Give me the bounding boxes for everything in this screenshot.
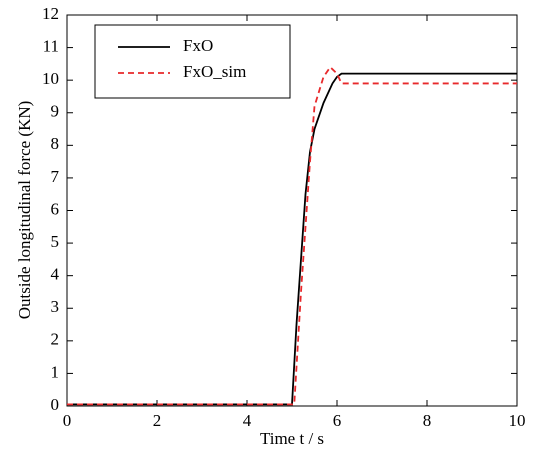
y-tick-label: 11 xyxy=(43,36,59,55)
y-tick-label: 6 xyxy=(51,199,60,218)
y-axis-label: Outside longitudinal force (KN) xyxy=(15,101,34,320)
y-tick-label: 2 xyxy=(51,330,60,349)
x-tick-label: 8 xyxy=(423,411,432,430)
y-tick-label: 3 xyxy=(51,297,60,316)
x-tick-label: 10 xyxy=(509,411,526,430)
y-tick-label: 1 xyxy=(51,362,60,381)
y-tick-label: 9 xyxy=(51,102,60,121)
series-line xyxy=(67,65,517,406)
y-tick-label: 10 xyxy=(42,69,59,88)
series-line xyxy=(67,72,517,406)
y-tick-label: 8 xyxy=(51,134,60,153)
y-tick-label: 4 xyxy=(51,265,60,284)
x-tick-label: 6 xyxy=(333,411,342,430)
x-axis-label: Time t / s xyxy=(260,429,324,448)
x-tick-label: 0 xyxy=(63,411,72,430)
legend-label: FxO_sim xyxy=(183,62,246,81)
legend-box xyxy=(94,24,291,99)
y-tick-label: 7 xyxy=(51,167,60,186)
x-tick-label: 2 xyxy=(153,411,162,430)
y-tick-label: 5 xyxy=(51,232,60,251)
y-tick-label: 0 xyxy=(51,395,60,414)
y-tick-label: 12 xyxy=(42,4,59,23)
legend-label: FxO xyxy=(183,36,213,55)
x-tick-label: 4 xyxy=(243,411,252,430)
